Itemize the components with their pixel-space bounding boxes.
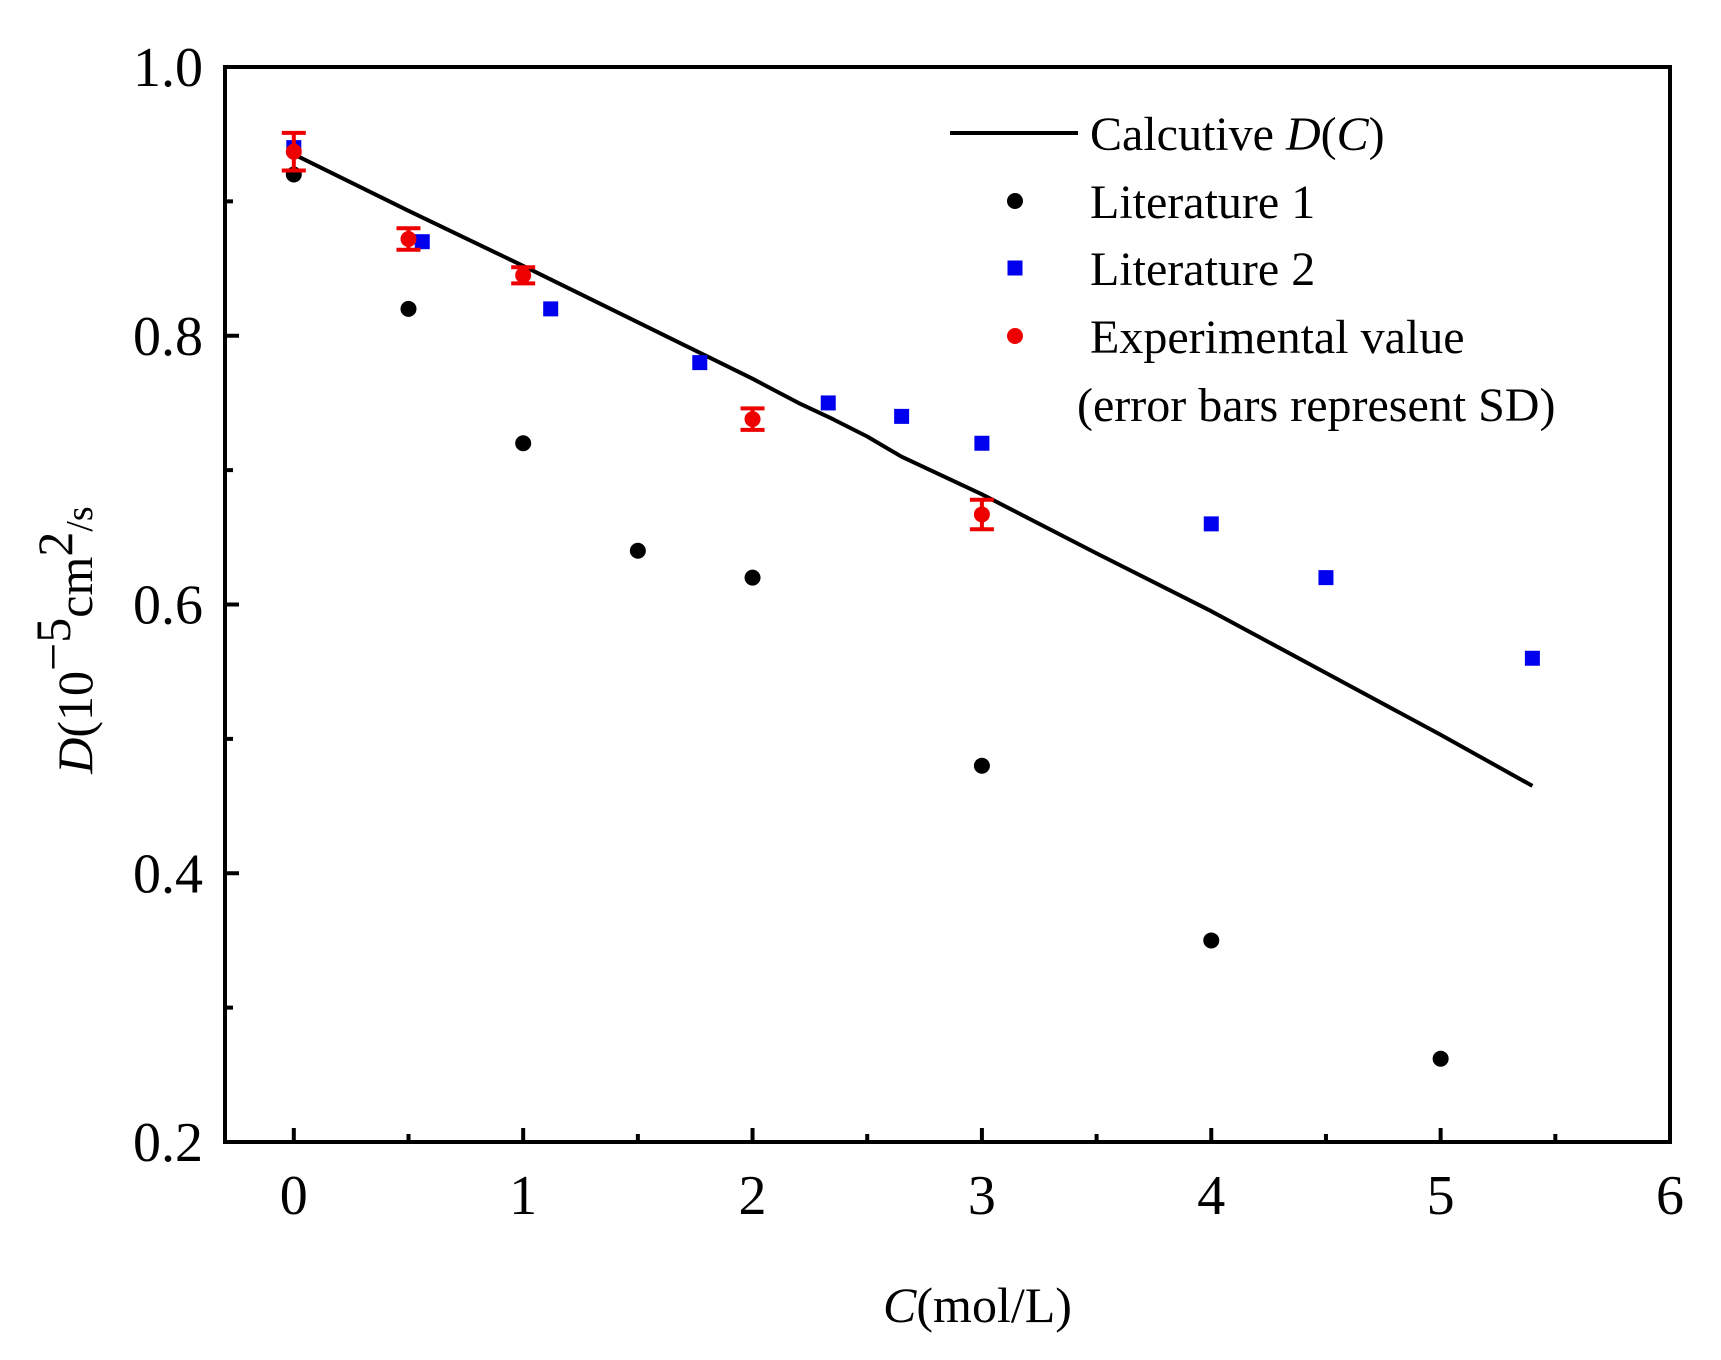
legend-circle-symbol xyxy=(1007,328,1023,344)
x-tick-label: 4 xyxy=(1197,1165,1225,1227)
data-point-literature-1 xyxy=(1432,1050,1449,1067)
x-tick-label: 2 xyxy=(739,1165,767,1227)
y-tick-label: 1.0 xyxy=(133,37,203,99)
data-point-experimental-value xyxy=(515,267,532,284)
data-point-literature-2 xyxy=(1524,650,1540,666)
legend-label: Calcutive D(C) xyxy=(1090,108,1385,161)
data-point-experimental-value xyxy=(400,231,417,247)
y-tick-label: 0.2 xyxy=(133,1112,203,1174)
y-tick-label: 0.4 xyxy=(133,843,203,905)
data-point-literature-1 xyxy=(744,569,761,586)
legend-note: (error bars represent SD) xyxy=(1077,379,1555,432)
legend-label: Literature 2 xyxy=(1090,243,1315,296)
data-point-experimental-value xyxy=(285,143,302,160)
y-tick-label: 0.8 xyxy=(133,306,203,368)
legend-label: Literature 1 xyxy=(1090,176,1315,229)
y-tick-label: 0.6 xyxy=(133,575,203,637)
data-point-literature-2 xyxy=(1318,570,1334,586)
x-tick-label: 1 xyxy=(509,1165,537,1227)
data-point-experimental-value xyxy=(744,411,761,428)
x-tick-label: 0 xyxy=(280,1165,308,1227)
axes: 0 1 2 3 4 5 6 0.2 0.4 0.6 0.8 1.0 C(mol/L) D(10−5cm2/… xyxy=(25,37,1684,1333)
data-point-literature-2 xyxy=(894,408,910,424)
data-point-literature-1 xyxy=(515,435,532,452)
data-point-literature-2 xyxy=(974,435,990,451)
legend-label: Experimental value xyxy=(1090,311,1465,364)
x-tick-label: 3 xyxy=(968,1165,996,1227)
data-point-literature-1 xyxy=(400,300,417,317)
x-tick-label: 5 xyxy=(1427,1165,1455,1227)
series-line-calcutive-d-c xyxy=(292,152,1534,788)
y-axis-title: D(10−5cm2/s xyxy=(25,506,103,774)
data-point-literature-1 xyxy=(973,757,990,774)
data-point-literature-2 xyxy=(692,355,708,371)
data-point-literature-2 xyxy=(543,301,559,317)
data-point-literature-1 xyxy=(629,542,646,559)
data-point-literature-2 xyxy=(1203,516,1219,532)
data-point-experimental-value xyxy=(973,506,990,523)
legend: Calcutive D(C) Literature 1 Literature 2 Ex… xyxy=(950,108,1555,432)
data-point-literature-2 xyxy=(414,234,430,250)
legend-square-symbol xyxy=(1007,260,1023,276)
data-point-literature-2 xyxy=(820,395,836,411)
x-axis-title: C(mol/L) xyxy=(883,1277,1072,1333)
data-point-literature-1 xyxy=(1203,932,1220,949)
plot-marks xyxy=(281,130,1540,1067)
x-tick-label: 6 xyxy=(1656,1165,1684,1227)
legend-circle-symbol xyxy=(1007,193,1023,209)
